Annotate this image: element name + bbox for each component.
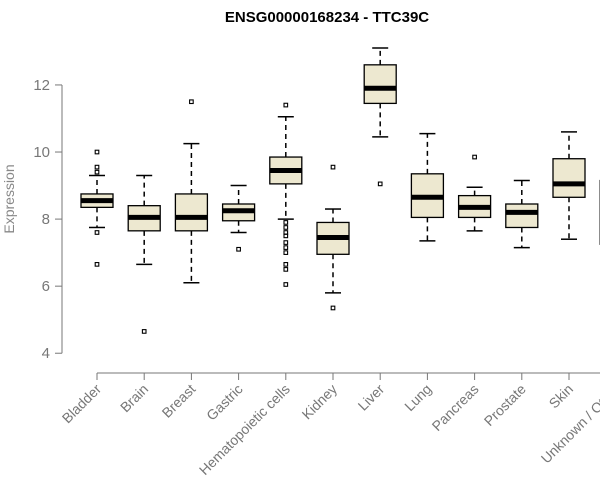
y-tick-label: 12 <box>33 77 50 94</box>
box-kidney <box>316 164 350 311</box>
box-bladder <box>80 149 114 267</box>
outlier-point <box>94 262 100 267</box>
y-tick-label: 6 <box>42 278 50 295</box>
outlier-point <box>94 164 100 170</box>
outlier-point <box>283 262 289 267</box>
outlier-point <box>283 240 289 245</box>
x-category-label: Bladder <box>59 381 105 427</box>
box-breast <box>174 99 209 284</box>
x-category-label: Lung <box>401 381 434 414</box>
outlier-point <box>283 245 289 250</box>
box-lung <box>410 132 445 242</box>
box-skin <box>552 131 586 240</box>
outlier-point <box>330 164 336 170</box>
iqr-box <box>174 193 209 232</box>
outlier-point <box>94 149 100 155</box>
outlier-point <box>330 305 336 311</box>
box-gastric <box>221 184 256 252</box>
outlier-point <box>283 225 289 230</box>
x-category-label: Gastric <box>203 381 246 424</box>
outlier-point <box>283 282 289 287</box>
x-category-label: Prostate <box>481 381 529 429</box>
outlier-point <box>189 99 194 105</box>
outlier-point <box>94 230 100 235</box>
box-liver <box>363 47 397 187</box>
x-category-label: Hematopoietic cells <box>196 381 293 478</box>
outlier-point <box>283 102 289 108</box>
outlier-point <box>283 250 289 255</box>
y-tick-label: 10 <box>33 144 50 161</box>
x-category-label: Kidney <box>299 381 341 423</box>
outlier-point <box>377 181 383 187</box>
plot-area <box>80 47 600 334</box>
y-tick-label: 4 <box>42 345 50 362</box>
chart-title: ENSG00000168234 - TTC39C <box>225 9 429 26</box>
x-category-label: Skin <box>546 381 577 412</box>
x-category-label: Brain <box>117 381 151 415</box>
y-axis: 4 6 8 10 12 <box>33 77 63 362</box>
outlier-point <box>141 329 147 334</box>
box-hematopoietic-cells <box>269 102 303 287</box>
box-pancreas <box>457 154 492 232</box>
y-axis-label: Expression <box>1 164 17 233</box>
outlier-point <box>283 230 289 235</box>
outlier-point <box>94 169 100 175</box>
outlier-point <box>283 267 289 272</box>
outlier-point <box>236 246 241 252</box>
iqr-box <box>552 158 586 198</box>
x-category-label: Breast <box>159 381 199 421</box>
x-category-label: Liver <box>355 381 388 414</box>
iqr-box <box>505 203 539 229</box>
y-tick-label: 8 <box>42 211 50 228</box>
outlier-point <box>283 220 289 225</box>
outlier-point <box>472 154 477 160</box>
box-brain <box>127 174 161 334</box>
box-prostate <box>505 179 539 249</box>
iqr-box <box>363 64 397 105</box>
x-category-label: Pancreas <box>429 381 482 434</box>
